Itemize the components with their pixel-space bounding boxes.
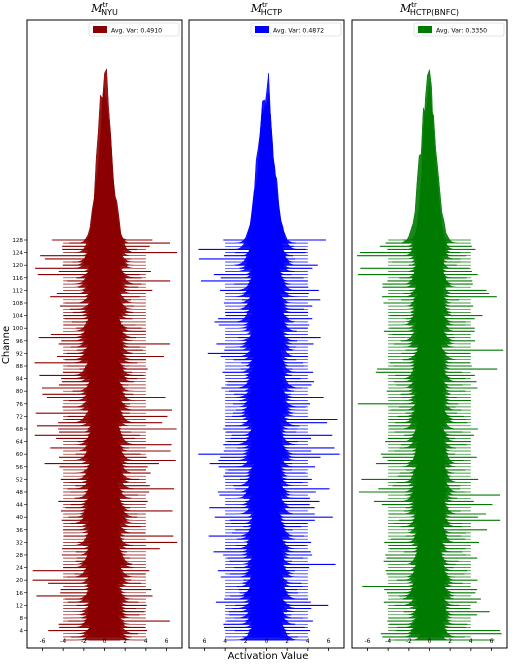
y-tick-label: 44 (16, 503, 24, 509)
legend-swatch (255, 26, 269, 33)
x-tick-label: 2 (285, 638, 289, 645)
legend-label: Avg. Var: 0.4910 (111, 28, 162, 35)
panel-title: Mtr NYU (90, 1, 118, 17)
y-tick-label: 28 (16, 553, 24, 559)
panel-title: Mtr HCTP(BNFC) (399, 1, 459, 17)
y-tick-label: 80 (16, 389, 24, 395)
legend: Avg. Var: 0.4872 (250, 22, 342, 37)
x-tick-label: 6 (203, 638, 207, 645)
ridge-channel-1 (225, 562, 308, 641)
y-tick-label: 16 (16, 591, 24, 597)
y-tick-label: 68 (16, 427, 24, 433)
panel-1: Mtr NYU Avg. Var: 0.4910 -6 -4 -2 0 2 4 6 (26, 1, 183, 651)
y-axis: 1281241201161121081041009692888480767268… (12, 238, 27, 635)
x-tick-label: 4 (144, 638, 148, 645)
x-tick-label: 6 (490, 638, 494, 645)
x-tick-label: 6 (327, 638, 331, 645)
panel-title: Mtr HCTP (250, 1, 282, 17)
ridges (357, 69, 504, 641)
panel-3: Mtr HCTP(BNFC) Avg. Var: 0.3350 -6 -4 -2 0 2 4 6 (351, 1, 508, 651)
legend-swatch (418, 26, 432, 33)
x-tick-label: 4 (223, 638, 227, 645)
y-tick-label: 56 (16, 465, 24, 471)
y-tick-label: 8 (19, 616, 23, 622)
y-tick-label: 52 (16, 477, 23, 483)
x-tick-label: 0 (428, 638, 432, 645)
y-tick-label: 120 (12, 263, 23, 269)
legend: Avg. Var: 0.3350 (413, 22, 505, 37)
y-tick-label: 48 (16, 490, 24, 496)
y-tick-label: 20 (16, 578, 24, 584)
x-tick-label: 0 (265, 638, 269, 645)
legend-label: Avg. Var: 0.4872 (273, 28, 324, 35)
x-tick-label: 6 (165, 638, 169, 645)
x-tick-label: 2 (123, 638, 127, 645)
y-tick-label: 72 (16, 414, 23, 420)
y-tick-label: 100 (12, 326, 23, 332)
y-tick-label: 40 (16, 515, 24, 521)
x-tick-label: 2 (448, 638, 452, 645)
y-tick-label: 64 (16, 440, 24, 446)
ridges (32, 67, 178, 641)
legend-swatch (93, 26, 107, 33)
y-tick-label: 88 (16, 364, 24, 370)
y-tick-label: 128 (12, 238, 23, 244)
x-tick-label: -2 (406, 638, 412, 645)
y-tick-label: 32 (16, 540, 23, 546)
y-tick-label: 116 (12, 276, 23, 282)
y-tick-label: 36 (16, 528, 24, 534)
legend-label: Avg. Var: 0.3350 (436, 28, 487, 35)
x-tick-label: -4 (385, 638, 391, 645)
x-tick-label: 4 (306, 638, 310, 645)
y-tick-label: 84 (16, 377, 24, 383)
x-tick-label: -6 (365, 638, 371, 645)
y-tick-label: 76 (16, 402, 24, 408)
y-tick-label: 60 (16, 452, 24, 458)
y-tick-label: 4 (19, 629, 23, 635)
y-tick-label: 96 (16, 339, 24, 345)
y-tick-label: 104 (12, 314, 23, 320)
y-axis-label: Channe (1, 326, 12, 364)
x-tick-label: -2 (81, 638, 87, 645)
x-tick-label: -4 (60, 638, 66, 645)
y-tick-label: 92 (16, 351, 23, 357)
x-axis-label: Activation Value (228, 651, 309, 662)
y-tick-label: 108 (12, 301, 23, 307)
panel-2: Mtr HCTP Avg. Var: 0.4872 6 4 2 0 2 4 6 (188, 1, 345, 651)
y-tick-label: 24 (16, 566, 24, 572)
ridge-channel-1 (63, 575, 146, 641)
x-tick-label: -6 (40, 638, 46, 645)
x-tick-label: 2 (244, 638, 248, 645)
legend: Avg. Var: 0.4910 (88, 22, 180, 37)
x-tick-label: 4 (469, 638, 473, 645)
ridges (198, 72, 340, 641)
x-tick-label: 0 (103, 638, 107, 645)
y-tick-label: 112 (12, 288, 23, 294)
y-tick-label: 12 (16, 603, 23, 609)
y-tick-label: 124 (12, 251, 23, 257)
